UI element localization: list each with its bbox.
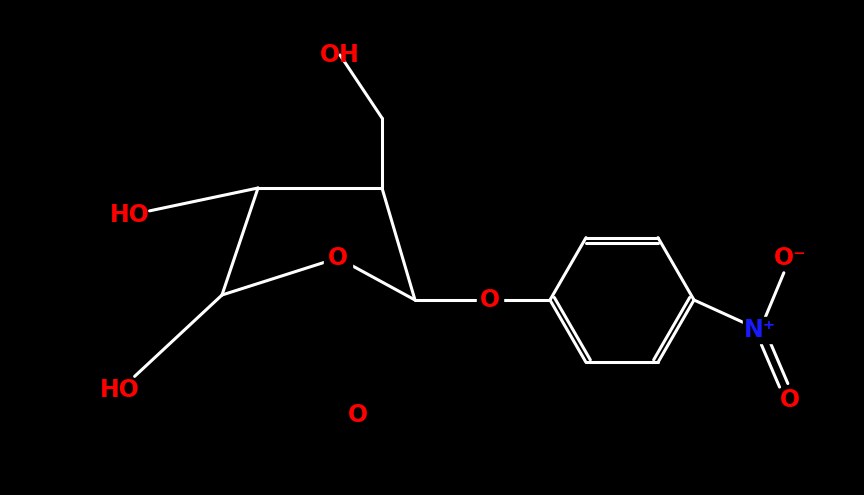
Text: O: O [328, 246, 348, 270]
Text: O: O [348, 403, 368, 427]
Text: O⁻: O⁻ [773, 246, 806, 270]
Bar [477, 289, 503, 311]
Text: OH: OH [320, 43, 360, 67]
Text: N⁺: N⁺ [744, 318, 776, 342]
Bar [743, 317, 777, 343]
Bar [344, 404, 372, 426]
Text: HO: HO [100, 378, 140, 402]
Text: HO: HO [110, 203, 150, 227]
Bar [324, 247, 352, 269]
Text: O: O [480, 288, 500, 312]
Text: O: O [780, 388, 800, 412]
